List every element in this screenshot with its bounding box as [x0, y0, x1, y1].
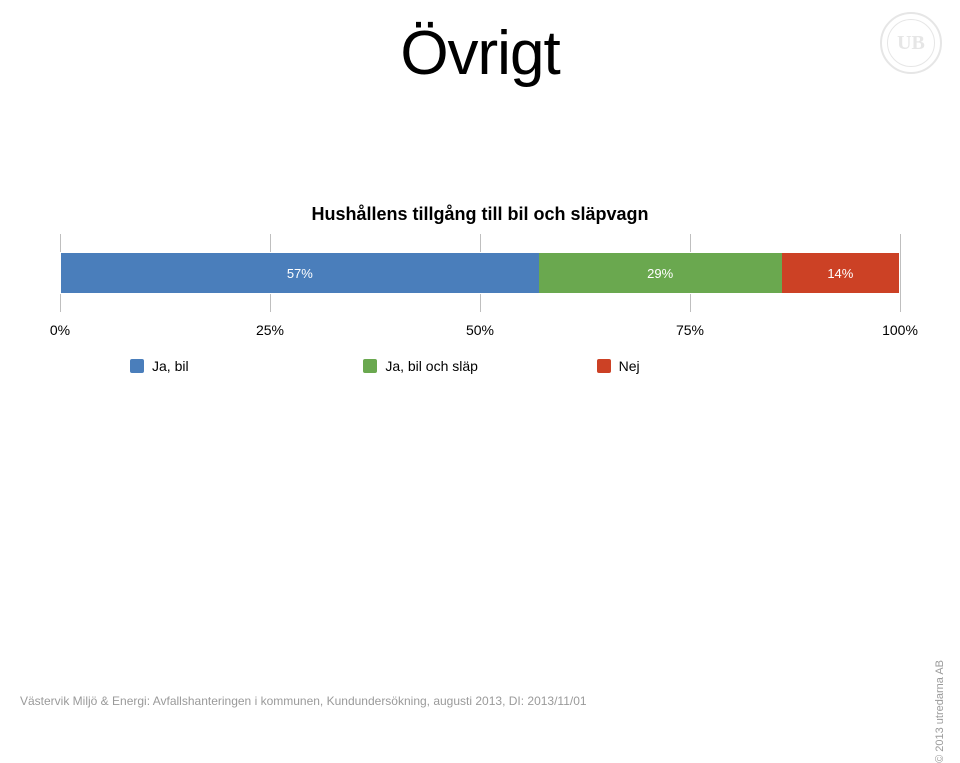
axis-tick-label: 50% — [466, 322, 494, 338]
legend-swatch — [597, 359, 611, 373]
gridline — [900, 234, 901, 312]
stacked-bar: 57%29%14% — [60, 252, 900, 294]
slide: UB Övrigt Hushållens tillgång till bil o… — [0, 0, 960, 720]
copyright-text: © 2013 utredarna AB — [934, 660, 946, 763]
legend-label: Nej — [619, 358, 640, 374]
legend: Ja, bil Ja, bil och släp Nej — [130, 358, 830, 374]
legend-swatch — [130, 359, 144, 373]
legend-item: Nej — [597, 358, 830, 374]
bar-segment-ja_bil: 57% — [61, 253, 539, 293]
legend-swatch — [363, 359, 377, 373]
chart-area: 57%29%14%0%25%50%75%100% — [60, 234, 900, 312]
legend-item: Ja, bil — [130, 358, 363, 374]
chart-subtitle: Hushållens tillgång till bil och släpvag… — [0, 204, 960, 225]
legend-label: Ja, bil — [152, 358, 189, 374]
page-title: Övrigt — [0, 18, 960, 89]
bar-segment-ja_bil_slap: 29% — [539, 253, 782, 293]
bar-segment-nej: 14% — [782, 253, 899, 293]
axis-tick-label: 0% — [50, 322, 70, 338]
axis-tick-label: 75% — [676, 322, 704, 338]
axis-tick-label: 25% — [256, 322, 284, 338]
legend-label: Ja, bil och släp — [385, 358, 478, 374]
axis-tick-label: 100% — [882, 322, 918, 338]
footer-text: Västervik Miljö & Energi: Avfallshanteri… — [20, 694, 587, 708]
legend-item: Ja, bil och släp — [363, 358, 596, 374]
